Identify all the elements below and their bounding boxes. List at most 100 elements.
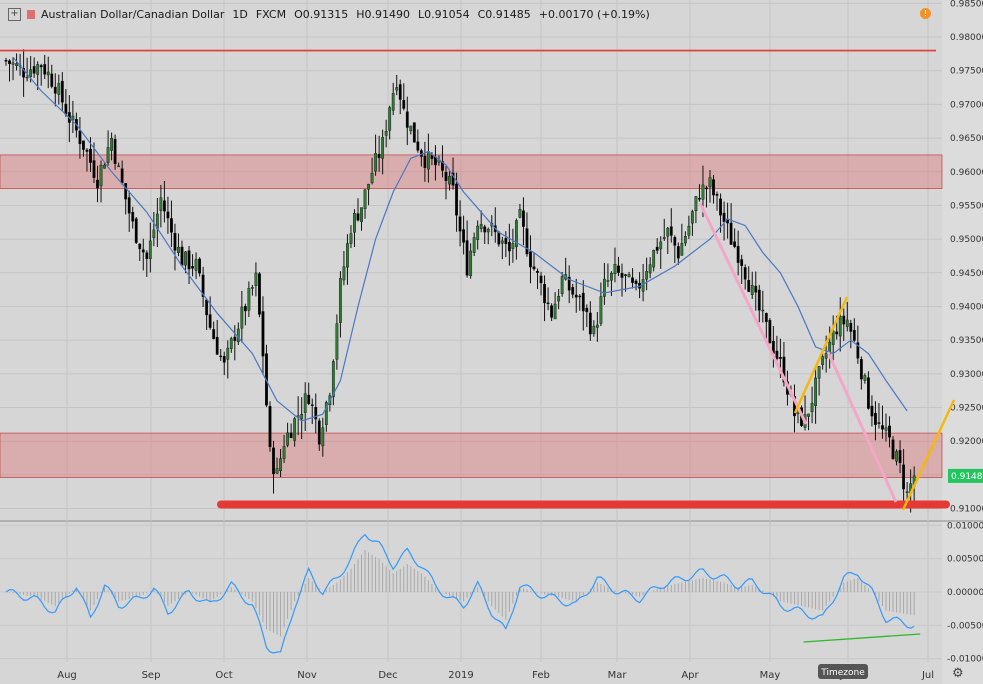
settings-gear-icon[interactable]: ⚙ xyxy=(952,666,964,681)
candle-body xyxy=(479,224,483,229)
exchange[interactable]: FXCM xyxy=(255,7,287,21)
candle-body xyxy=(398,84,402,100)
candle-body xyxy=(374,153,377,172)
candle-body xyxy=(761,309,765,312)
alert-icon[interactable]: ! xyxy=(920,8,931,19)
candle-body xyxy=(898,450,902,463)
candle-body xyxy=(82,140,85,150)
candle-body xyxy=(448,175,451,185)
candle-body xyxy=(205,299,209,316)
candle-body xyxy=(881,425,884,430)
osc-axis-label: -0.00500 xyxy=(947,621,983,631)
candle-body xyxy=(229,338,233,349)
candle-body xyxy=(279,458,282,472)
candle-body xyxy=(46,71,50,76)
candle-body xyxy=(166,211,170,219)
candle-body xyxy=(78,130,82,145)
candle-body xyxy=(895,451,898,462)
candle-body xyxy=(733,241,737,247)
last-price-label: 0.91485 xyxy=(951,472,983,482)
candle-body xyxy=(162,200,166,212)
candle-body xyxy=(71,115,75,121)
candle-body xyxy=(747,280,751,292)
candle-body xyxy=(233,336,237,342)
candle-body xyxy=(708,177,712,187)
candle-body xyxy=(286,432,289,446)
candle-body xyxy=(43,64,47,75)
candle-body xyxy=(705,187,708,190)
candle-body xyxy=(588,312,592,335)
candle-body xyxy=(574,294,578,298)
candle-body xyxy=(712,179,715,196)
candle-body xyxy=(476,225,480,240)
candle-body xyxy=(775,350,779,360)
candle-body xyxy=(268,406,272,448)
candle-body xyxy=(571,287,575,295)
candle-body xyxy=(377,153,381,159)
candle-body xyxy=(258,273,261,315)
candle-body xyxy=(331,361,335,398)
candle-body xyxy=(821,356,825,365)
candle-body xyxy=(148,240,152,259)
osc-axis-label: -0.01000 xyxy=(947,655,983,665)
time-axis-label: Nov xyxy=(297,670,317,681)
candle-body xyxy=(553,303,557,320)
candle-body xyxy=(543,283,546,304)
candle-body xyxy=(469,250,473,276)
candle-body xyxy=(222,356,226,363)
candle-body xyxy=(409,125,413,132)
candle-body xyxy=(423,155,427,168)
candle-body xyxy=(525,228,529,255)
osc-axis-label: 0.00000 xyxy=(947,588,983,598)
candle-body xyxy=(173,233,177,251)
candle-body xyxy=(4,60,8,62)
ohlc-low: L0.91054 xyxy=(418,7,470,21)
candle-body xyxy=(849,323,853,332)
candle-body xyxy=(659,241,663,250)
candle-body xyxy=(15,63,18,66)
candle-body xyxy=(599,296,603,324)
candle-body xyxy=(842,315,846,325)
candle-body xyxy=(578,295,582,298)
ohlc-open: O0.91315 xyxy=(294,7,349,21)
candle-body xyxy=(391,93,395,111)
candle-body xyxy=(515,220,518,247)
candle-body xyxy=(743,267,747,280)
candle-body xyxy=(567,276,571,291)
candle-body xyxy=(208,314,212,328)
time-axis-label: Oct xyxy=(215,670,232,681)
candle-body xyxy=(219,355,223,358)
candle-body xyxy=(85,149,89,152)
oscillator-line xyxy=(5,533,915,654)
interval[interactable]: 1D xyxy=(232,7,248,21)
candle-body xyxy=(60,80,64,103)
candle-body xyxy=(120,168,124,183)
expand-icon[interactable]: + xyxy=(8,7,21,21)
candle-body xyxy=(303,393,307,413)
candle-body xyxy=(236,328,240,343)
candle-body xyxy=(655,246,659,251)
supply-demand-zone xyxy=(0,154,943,190)
symbol-name[interactable]: Australian Dollar/Canadian Dollar xyxy=(41,7,225,21)
candle-body xyxy=(782,356,786,383)
candle-body xyxy=(99,164,103,186)
candle-body xyxy=(905,491,909,493)
candle-body xyxy=(902,464,906,490)
candle-body xyxy=(736,245,740,263)
candle-body xyxy=(384,131,388,136)
candle-body xyxy=(367,183,370,190)
ohlc-close: C0.91485 xyxy=(477,7,531,21)
time-axis-label: 2019 xyxy=(448,670,473,681)
candle-body xyxy=(29,69,33,77)
candle-body xyxy=(335,323,339,360)
candle-body xyxy=(310,404,314,406)
candle-body xyxy=(856,342,860,359)
candle-body xyxy=(754,285,758,293)
timezone-label[interactable]: Timezone xyxy=(820,668,865,678)
